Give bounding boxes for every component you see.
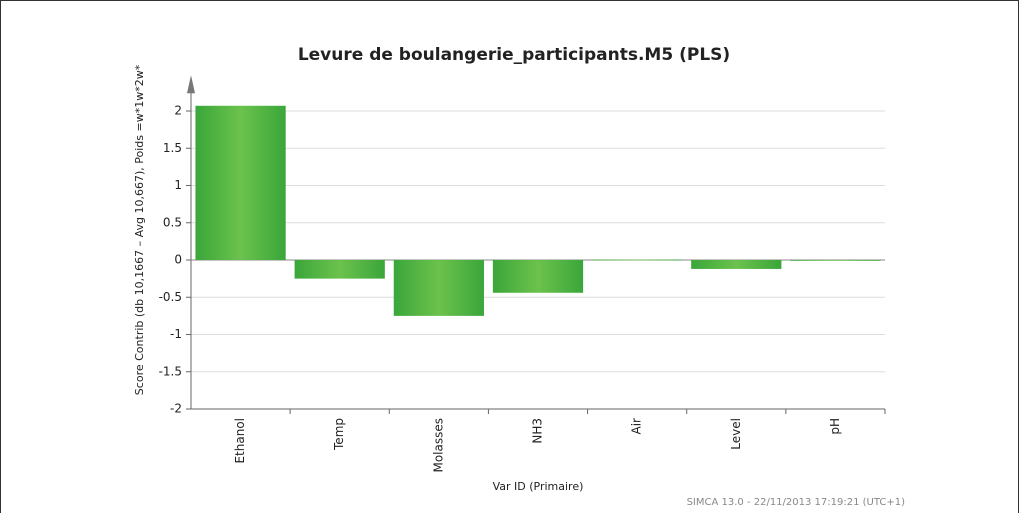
- bar: [294, 260, 385, 279]
- bar: [592, 259, 683, 261]
- y-tick-label: 2: [174, 104, 182, 118]
- x-axis-label: Var ID (Primaire): [493, 480, 584, 493]
- footer: SIMCA 13.0 - 22/11/2013 17:19:21 (UTC+1): [687, 497, 906, 508]
- x-tick-label: Air: [630, 418, 644, 435]
- chart-title: Levure de boulangerie_participants.M5 (P…: [298, 45, 730, 65]
- bar: [393, 260, 484, 316]
- y-tick-label: 1.5: [163, 141, 182, 155]
- y-tick-label: 0.5: [163, 215, 182, 229]
- bar: [691, 260, 782, 269]
- y-tick-label: 0: [174, 253, 182, 267]
- x-tick-label: Temp: [332, 418, 346, 451]
- bar: [195, 105, 286, 260]
- x-tick-label: Ethanol: [233, 418, 247, 464]
- bar: [492, 260, 584, 293]
- x-tick-label: Level: [729, 418, 743, 450]
- x-tick-label: NH3: [531, 418, 545, 444]
- y-tick-label: -1.5: [159, 364, 182, 378]
- y-tick-label: -0.5: [159, 290, 182, 304]
- x-tick-label: pH: [828, 418, 842, 435]
- y-axis-label: Score Contrib (db 10,1667 – Avg 10,667),…: [133, 64, 146, 395]
- y-tick-label: -2: [170, 402, 182, 416]
- x-tick-label: Molasses: [431, 418, 445, 473]
- bar: [790, 260, 881, 261]
- y-axis-arrow: [187, 75, 195, 94]
- y-tick-label: 1: [174, 178, 182, 192]
- y-tick-label: -1: [170, 327, 182, 341]
